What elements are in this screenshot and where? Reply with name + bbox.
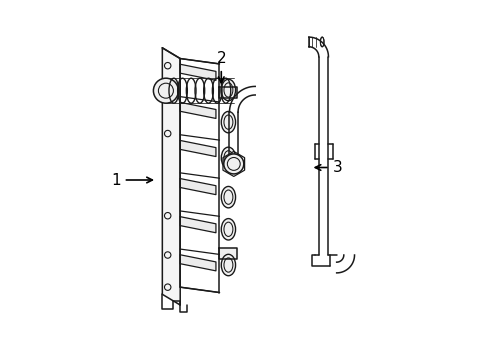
Ellipse shape — [221, 254, 235, 276]
Ellipse shape — [221, 147, 235, 168]
Text: 1: 1 — [111, 172, 152, 188]
Text: 2: 2 — [216, 51, 225, 82]
Polygon shape — [180, 217, 216, 233]
Ellipse shape — [221, 219, 235, 240]
Polygon shape — [219, 248, 237, 258]
Polygon shape — [219, 87, 237, 98]
Ellipse shape — [221, 79, 235, 101]
Polygon shape — [162, 48, 180, 305]
Polygon shape — [180, 102, 216, 118]
Polygon shape — [180, 64, 216, 80]
Text: 3: 3 — [315, 160, 342, 175]
Circle shape — [224, 154, 244, 174]
Circle shape — [153, 78, 178, 103]
Ellipse shape — [221, 186, 235, 208]
Ellipse shape — [221, 111, 235, 133]
Polygon shape — [180, 179, 216, 195]
Polygon shape — [180, 140, 216, 157]
Polygon shape — [180, 255, 216, 271]
